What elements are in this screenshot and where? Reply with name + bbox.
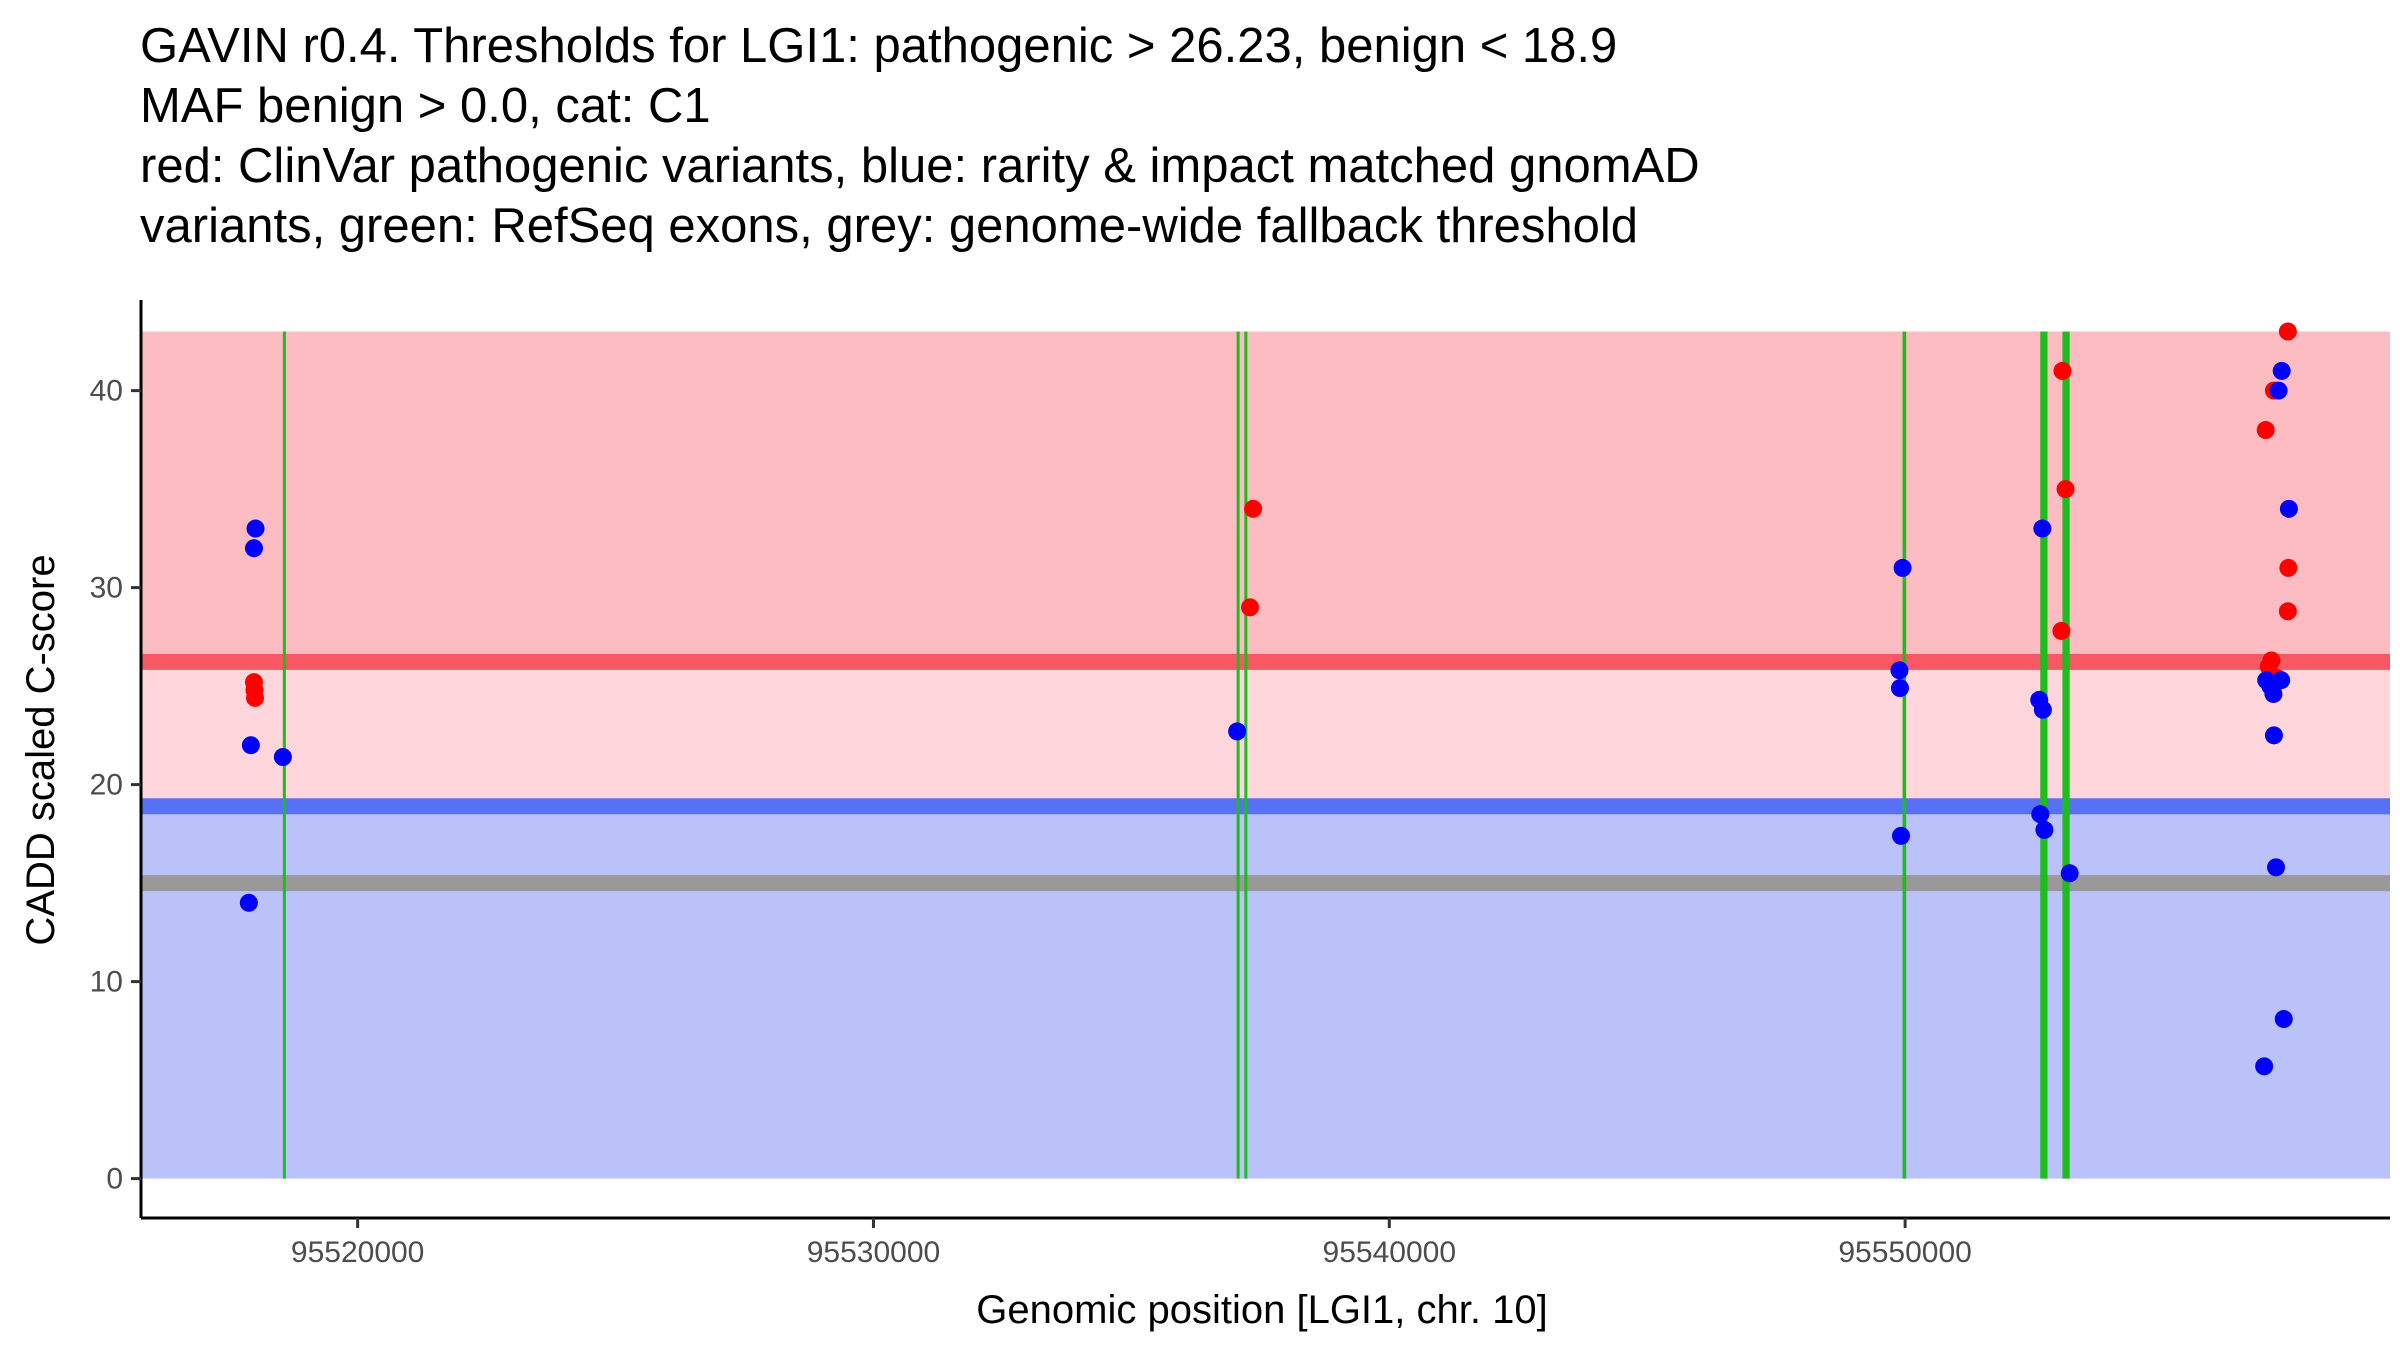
- pathogenic-point: [245, 688, 264, 707]
- pathogenic-point: [2278, 602, 2297, 621]
- benign-point: [2272, 671, 2291, 690]
- title-line-2: MAF benign > 0.0, cat: C1: [140, 79, 711, 133]
- pathogenic-point: [2256, 421, 2275, 440]
- benign-point: [239, 893, 258, 912]
- title-line-1: GAVIN r0.4. Thresholds for LGI1: pathoge…: [140, 19, 1618, 73]
- x-tick-label: 95540000: [1323, 1236, 1456, 1269]
- x-tick-label: 95530000: [807, 1236, 940, 1269]
- threshold-line-benign: [141, 798, 2390, 815]
- benign-point: [2033, 519, 2052, 538]
- x-axis-title: Genomic position [LGI1, chr. 10]: [976, 1288, 1547, 1332]
- benign-point: [1893, 558, 1912, 577]
- title-line-4: variants, green: RefSeq exons, grey: gen…: [140, 199, 1639, 253]
- exon-2: [1236, 331, 1240, 1179]
- y-tick-label: 20: [90, 769, 123, 802]
- benign-point: [1890, 679, 1909, 698]
- benign-point: [2031, 805, 2050, 824]
- x-tick-label: 95550000: [1838, 1236, 1971, 1269]
- pathogenic-point: [2279, 558, 2298, 577]
- benign-point: [2269, 381, 2288, 400]
- pathogenic-point: [2278, 322, 2297, 341]
- pathogenic-point: [1241, 598, 1260, 617]
- benign-point: [2279, 499, 2298, 518]
- pathogenic-point: [2053, 361, 2072, 380]
- benign-point: [2267, 858, 2286, 877]
- axes: 0 10 20 30 40 95520000 95530000 95540000 9555000…: [90, 300, 2390, 1269]
- benign-point: [2060, 864, 2079, 883]
- exon-5: [2040, 331, 2048, 1179]
- benign-point: [2255, 1057, 2274, 1076]
- pathogenic-point: [2052, 621, 2071, 640]
- benign-point: [1228, 722, 1247, 741]
- title-line-3: red: ClinVar pathogenic variants, blue: …: [140, 139, 1700, 193]
- chart-title: GAVIN r0.4. Thresholds for LGI1: pathoge…: [140, 16, 2340, 256]
- benign-point: [244, 539, 263, 558]
- band-benign: [141, 806, 2390, 1179]
- benign-point: [1890, 661, 1909, 680]
- benign-point: [241, 736, 260, 755]
- pathogenic-point: [1244, 499, 1263, 518]
- threshold-line-pathogenic: [141, 653, 2390, 670]
- x-tick-label: 95520000: [291, 1236, 424, 1269]
- band-intermediate: [141, 661, 2390, 807]
- band-pathogenic: [141, 331, 2390, 662]
- benign-point: [2033, 700, 2052, 719]
- benign-point: [246, 519, 265, 538]
- y-tick-label: 10: [90, 966, 123, 999]
- exon-6: [2062, 331, 2070, 1179]
- exon-4: [1902, 331, 1907, 1179]
- benign-point: [2274, 1010, 2293, 1029]
- data-points: [239, 322, 2298, 1076]
- y-tick-label: 0: [106, 1163, 123, 1196]
- threshold-lines: [141, 653, 2390, 892]
- benign-point: [2035, 820, 2054, 839]
- pathogenic-point: [2056, 480, 2075, 499]
- y-axis-title: CADD scaled C-score: [19, 554, 63, 945]
- y-tick-label: 30: [90, 572, 123, 605]
- benign-point: [2264, 726, 2283, 745]
- benign-point: [2264, 684, 2283, 703]
- threshold-bands: [141, 331, 2390, 1179]
- y-tick-label: 40: [90, 375, 123, 408]
- exon-3: [1244, 331, 1248, 1179]
- benign-point: [1891, 826, 1910, 845]
- threshold-line-fallback: [141, 875, 2390, 892]
- benign-point: [2272, 361, 2291, 380]
- benign-point: [273, 748, 292, 767]
